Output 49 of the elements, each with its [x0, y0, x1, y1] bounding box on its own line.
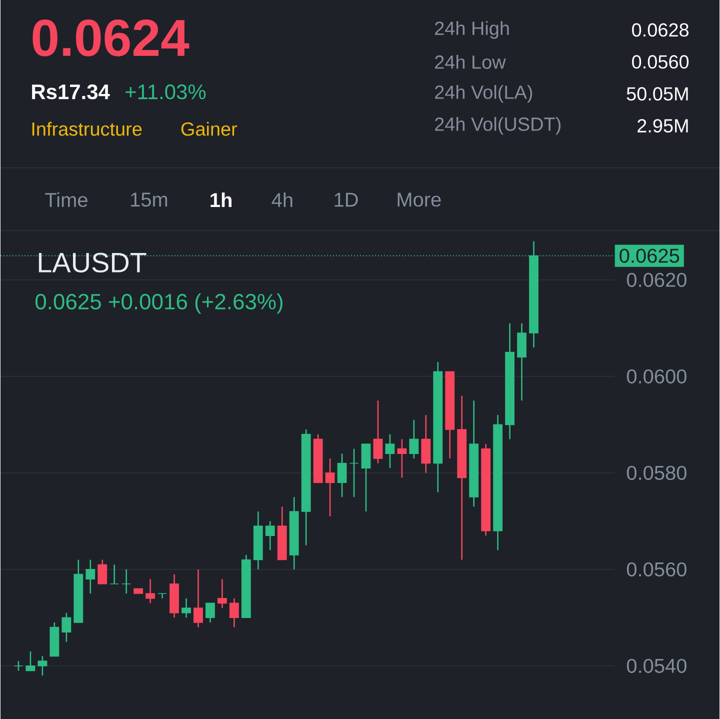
text: 24h Vol(USDT)	[435, 116, 560, 135]
candlestick	[98, 559, 108, 585]
candlestick	[337, 452, 347, 498]
text: 4h	[272, 192, 292, 207]
text: +11.03%	[126, 84, 206, 100]
text: 2.95M	[638, 119, 688, 133]
text: 1h	[210, 192, 232, 207]
text: 0.0628	[632, 23, 689, 37]
text: 50.05M	[626, 87, 688, 101]
y-tick-label: 0.0560	[626, 562, 686, 576]
text: More	[398, 192, 441, 207]
candlestick	[265, 520, 275, 551]
text: 24h Vol(LA)	[435, 85, 532, 103]
y-tick-label: 0.0600	[626, 369, 686, 384]
text: 0.0625 +0.0016 (+2.63%)	[36, 293, 282, 314]
candlestick	[373, 400, 383, 464]
text: 1D	[334, 192, 358, 207]
candlestick	[122, 568, 132, 594]
candlestick	[62, 612, 72, 642]
text: Infrastructure	[32, 122, 142, 136]
candlestick	[146, 578, 156, 604]
candlestick	[385, 434, 395, 469]
candlestick	[325, 458, 335, 517]
y-tick-label: 0.0540	[626, 658, 686, 673]
candlestick	[205, 602, 215, 624]
text: 15m	[131, 192, 168, 207]
candlestick	[110, 564, 120, 585]
candlestick	[397, 438, 407, 478]
candlestick	[229, 598, 239, 628]
y-tick-label: 0.0580	[626, 466, 686, 480]
text: Time	[45, 192, 88, 208]
text: 0.0624	[32, 20, 190, 56]
candlestick	[409, 419, 419, 460]
candlestick	[38, 656, 48, 676]
candlestick	[14, 660, 24, 672]
text: 24h Low	[435, 54, 506, 69]
candlestick	[86, 559, 96, 594]
text: 24h High	[435, 21, 509, 39]
text: Rs17.34	[32, 84, 110, 100]
y-tick-label: 0.0620	[626, 272, 686, 287]
ref-line-label: 0.0625	[620, 248, 680, 263]
candlestick	[349, 448, 359, 498]
candlestick	[182, 598, 191, 618]
candlestick	[26, 650, 36, 672]
candlestick	[158, 592, 167, 600]
text: LAUSDT	[38, 252, 146, 273]
text: Gainer	[181, 122, 238, 136]
candlestick	[194, 568, 203, 628]
candlestick	[217, 578, 227, 609]
